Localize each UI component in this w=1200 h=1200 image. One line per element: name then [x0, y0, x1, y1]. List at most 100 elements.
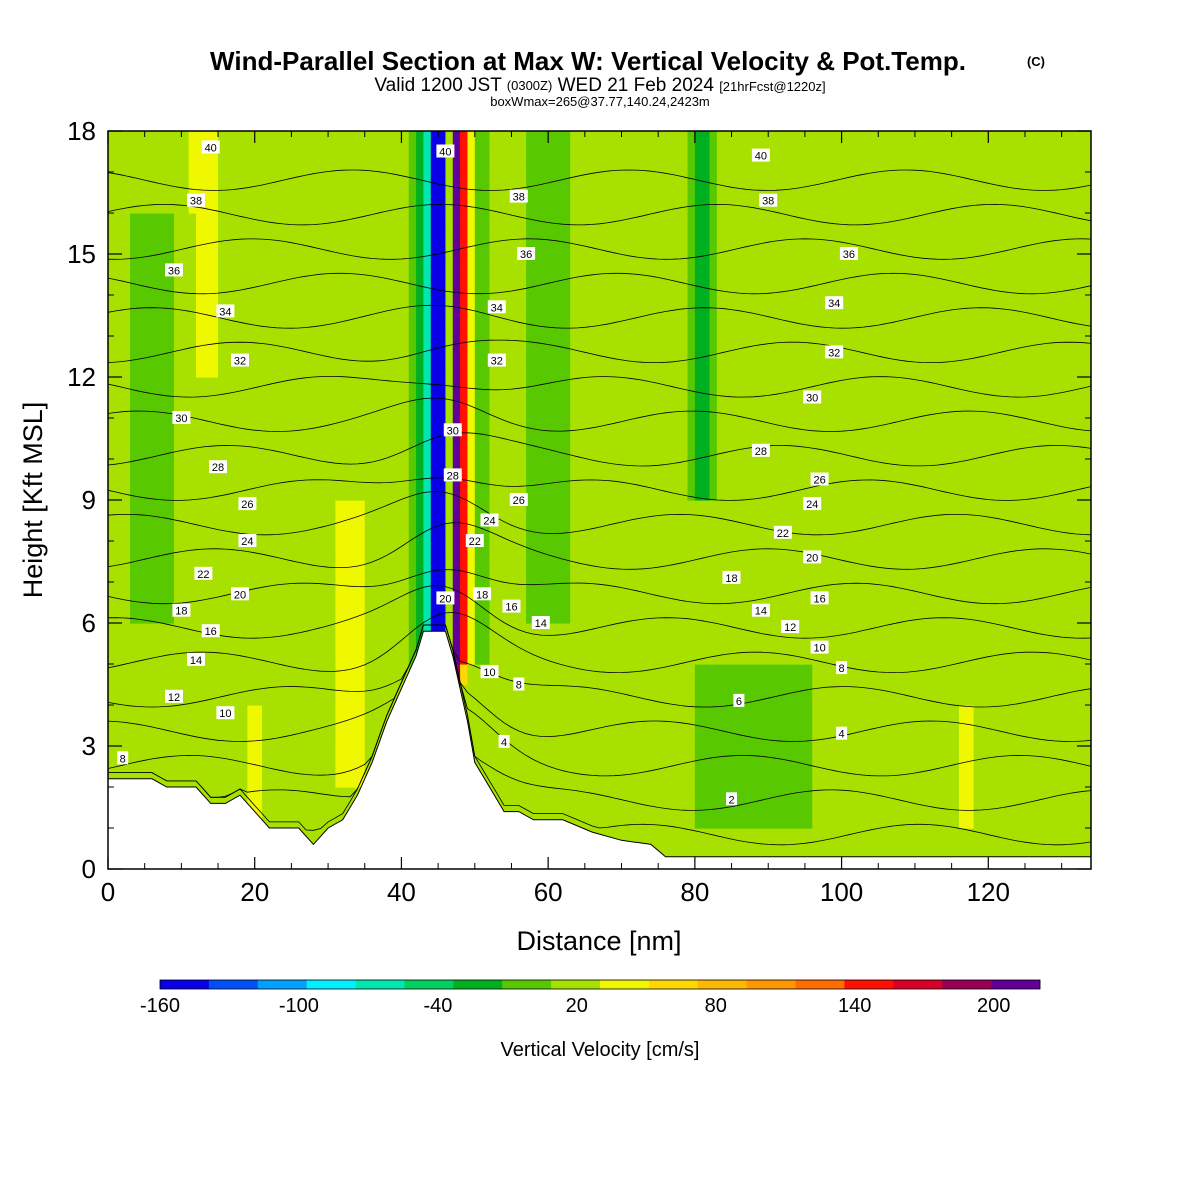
velocity-cell [379, 366, 388, 378]
velocity-cell [254, 213, 263, 224]
velocity-cell [188, 520, 197, 532]
velocity-cell [122, 561, 131, 573]
velocity-cell [423, 264, 432, 276]
velocity-cell [584, 223, 593, 235]
velocity-cell [247, 510, 256, 522]
velocity-cell [599, 161, 608, 173]
velocity-cell [210, 366, 219, 378]
velocity-cell [570, 377, 579, 388]
velocity-cell [430, 213, 439, 224]
velocity-cell [232, 500, 241, 511]
velocity-cell [144, 151, 153, 163]
velocity-cell [269, 356, 278, 368]
velocity-cell [335, 377, 344, 388]
velocity-cell [269, 161, 278, 173]
velocity-cell [262, 664, 270, 675]
velocity-cell [533, 418, 542, 429]
velocity-cell [262, 397, 270, 409]
velocity-cell [152, 592, 160, 604]
velocity-cell [298, 612, 307, 624]
velocity-cell [276, 336, 285, 347]
velocity-cell [328, 223, 337, 235]
velocity-cell [430, 612, 439, 624]
velocity-cell [159, 172, 168, 183]
velocity-cell [372, 602, 381, 614]
velocity-cell [592, 766, 601, 778]
velocity-cell [291, 674, 300, 686]
velocity-cell [364, 489, 373, 501]
velocity-cell [555, 551, 564, 563]
velocity-cell [232, 346, 241, 358]
velocity-cell [540, 418, 549, 429]
velocity-cell [460, 561, 469, 573]
velocity-cell [584, 233, 593, 245]
velocity-cell [372, 612, 381, 624]
velocity-cell [137, 182, 146, 194]
velocity-cell [489, 274, 498, 286]
velocity-cell [108, 438, 116, 450]
velocity-cell [122, 356, 131, 368]
velocity-cell [518, 202, 527, 214]
velocity-cell [416, 520, 425, 532]
velocity-cell [115, 500, 124, 511]
velocity-cell [592, 172, 601, 183]
velocity-cell [188, 592, 197, 604]
velocity-cell [489, 243, 498, 255]
velocity-cell [386, 356, 395, 368]
velocity-cell [511, 141, 520, 153]
velocity-cell [225, 684, 234, 696]
velocity-cell [364, 315, 373, 327]
velocity-cell [548, 489, 557, 501]
velocity-cell [174, 213, 182, 224]
velocity-cell [570, 407, 579, 419]
velocity-cell [203, 684, 212, 696]
velocity-cell [364, 602, 373, 614]
velocity-cell [328, 315, 337, 327]
velocity-cell [306, 366, 315, 378]
velocity-cell [357, 192, 366, 204]
velocity-cell [364, 541, 373, 552]
velocity-cell [218, 500, 226, 511]
velocity-cell [592, 336, 601, 347]
velocity-cell [342, 705, 351, 716]
velocity-cell [467, 264, 476, 276]
velocity-cell [570, 776, 579, 788]
velocity-cell [196, 387, 204, 399]
velocity-cell [342, 674, 351, 686]
velocity-cell [262, 182, 270, 194]
velocity-cell [401, 664, 410, 675]
velocity-cell [599, 233, 608, 245]
velocity-cell [350, 438, 359, 450]
velocity-cell [313, 459, 322, 470]
velocity-cell [218, 387, 226, 399]
velocity-cell [438, 213, 447, 224]
velocity-cell [254, 438, 263, 450]
velocity-cell [350, 366, 359, 378]
velocity-cell [496, 489, 505, 501]
velocity-cell [548, 459, 557, 470]
velocity-cell [584, 571, 593, 583]
velocity-cell [328, 397, 337, 409]
velocity-cell [562, 325, 571, 337]
velocity-cell [298, 305, 307, 317]
velocity-cell [474, 510, 483, 522]
velocity-cell [130, 346, 138, 358]
velocity-cell [108, 735, 116, 747]
velocity-cell [291, 284, 300, 296]
velocity-cell [394, 551, 403, 563]
velocity-cell [115, 623, 124, 634]
velocity-cell [152, 756, 160, 768]
velocity-cell [357, 551, 366, 563]
velocity-cell [584, 623, 593, 634]
velocity-cell [306, 274, 315, 286]
velocity-cell [254, 787, 263, 798]
velocity-cell [460, 213, 469, 224]
velocity-cell [460, 336, 469, 347]
velocity-cell [394, 664, 403, 675]
velocity-cell [269, 182, 278, 194]
velocity-cell [599, 725, 608, 737]
velocity-cell [152, 602, 160, 614]
velocity-cell [460, 438, 469, 450]
velocity-cell [254, 684, 263, 696]
velocity-cell [115, 397, 124, 409]
